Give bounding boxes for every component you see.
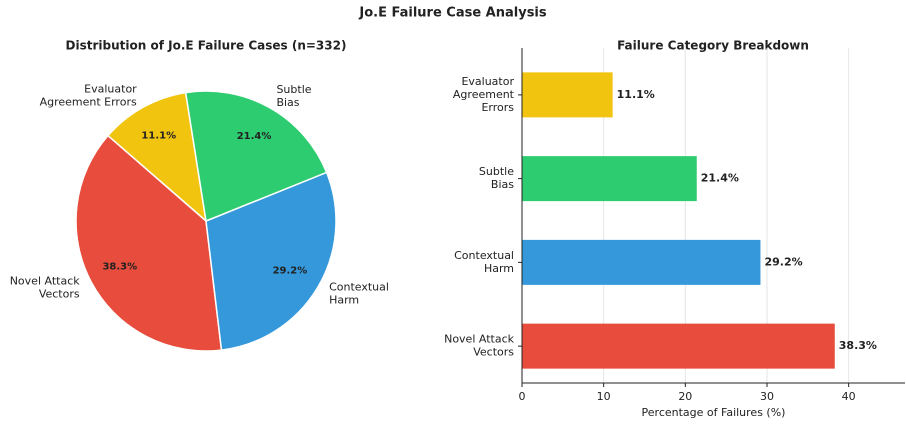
pie-value-label: 29.2%: [273, 266, 308, 277]
pie-label: Subtle Bias: [276, 83, 311, 109]
y-tick-label: Subtle Bias: [479, 165, 514, 191]
pie-title: Distribution of Jo.E Failure Cases (n=33…: [66, 39, 347, 53]
bar: [522, 72, 613, 118]
x-tick-label: 30: [760, 390, 774, 403]
pie-label: Contextual Harm: [329, 280, 389, 306]
pie-slice: [106, 91, 208, 223]
bar-value-label: 11.1%: [617, 88, 655, 101]
bar: [522, 156, 697, 202]
x-tick-label: 0: [519, 390, 526, 403]
x-axis-label: Percentage of Failures (%): [642, 406, 786, 419]
x-tick-label: 40: [842, 390, 856, 403]
pie-label: Novel Attack Vectors: [10, 274, 81, 300]
pie-label: Evaluator Agreement Errors: [40, 82, 138, 108]
pie-value-label: 21.4%: [237, 131, 272, 142]
bar-title: Failure Category Breakdown: [617, 39, 809, 53]
pie-slice: [75, 134, 223, 352]
bar: [522, 323, 835, 369]
bar: [522, 239, 761, 285]
x-tick-label: 10: [597, 390, 611, 403]
bar-value-label: 21.4%: [701, 172, 739, 185]
bar-value-label: 29.2%: [764, 255, 802, 268]
y-tick-label: Contextual Harm: [454, 249, 514, 275]
pie-slice: [184, 90, 328, 223]
bar-value-label: 38.3%: [839, 339, 877, 352]
pie-value-label: 38.3%: [102, 262, 137, 273]
y-tick-label: Evaluator Agreement Errors: [453, 75, 515, 114]
x-tick-label: 20: [678, 390, 692, 403]
pie-slice: [205, 171, 337, 351]
pie-value-label: 11.1%: [141, 131, 176, 142]
figure-title: Jo.E Failure Case Analysis: [358, 6, 547, 21]
y-tick-label: Novel Attack Vectors: [444, 333, 515, 359]
